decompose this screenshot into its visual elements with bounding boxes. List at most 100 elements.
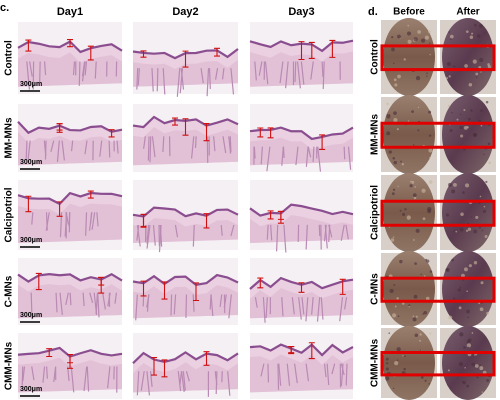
skin-texture: [464, 267, 468, 272]
skin-texture: [482, 209, 487, 213]
skin-texture: [473, 229, 478, 234]
follicle: [344, 297, 348, 310]
skin-texture: [458, 306, 462, 310]
follicle: [317, 146, 322, 172]
skin-texture: [419, 349, 422, 351]
skin-texture: [473, 23, 477, 27]
follicle: [270, 224, 273, 241]
skin-texture: [485, 180, 488, 184]
epidermis: [17, 191, 123, 206]
dermis: [18, 52, 122, 87]
follicle: [102, 292, 106, 310]
thickness-marker: [25, 195, 32, 213]
skin-texture: [399, 259, 403, 264]
skin-texture: [467, 227, 472, 231]
skin-texture: [428, 110, 432, 114]
epidermis: [132, 206, 239, 218]
row-label: MM-MNs: [4, 117, 15, 159]
skin-texture: [394, 83, 398, 87]
skin-texture: [425, 296, 430, 301]
follicle: [107, 366, 111, 389]
skin-texture: [479, 57, 484, 62]
skin-texture: [466, 343, 472, 348]
skin-texture: [488, 161, 492, 165]
follicle: [316, 297, 321, 322]
skin-texture: [411, 180, 415, 184]
follicle: [298, 297, 302, 320]
follicle: [151, 68, 154, 92]
skin-texture: [453, 65, 456, 68]
skin-texture: [429, 156, 431, 159]
skin-texture: [479, 195, 482, 198]
follicle: [116, 140, 119, 154]
follicle: [81, 61, 86, 77]
follicle: [78, 61, 81, 86]
dermis: [250, 215, 353, 243]
epidermis: [17, 121, 123, 135]
follicle: [146, 224, 150, 244]
skin-texture: [385, 357, 389, 361]
follicle: [174, 224, 179, 238]
mouse-back: [383, 251, 435, 327]
thickness-marker: [25, 39, 32, 52]
lesion-box: [380, 351, 496, 377]
follicle: [159, 224, 163, 247]
follicle: [324, 224, 328, 249]
thickness-marker: [87, 45, 94, 61]
skin-texture: [457, 288, 462, 292]
follicle: [323, 363, 327, 378]
follicle: [214, 68, 219, 80]
follicle: [65, 292, 69, 305]
skin-texture: [392, 188, 396, 191]
skin-texture: [428, 148, 433, 153]
skin-texture: [386, 114, 391, 119]
histology-image: [17, 22, 123, 94]
skin-texture: [467, 316, 470, 319]
skin-texture: [393, 160, 398, 165]
follicle: [214, 371, 218, 385]
follicle: [301, 297, 305, 315]
skin-texture: [461, 380, 464, 383]
follicle: [310, 61, 314, 80]
follicle: [283, 224, 287, 253]
skin-texture: [447, 369, 450, 372]
skin-texture: [406, 31, 412, 36]
mouse-photo: [381, 326, 437, 400]
skin-texture: [403, 367, 406, 371]
follicle: [326, 363, 330, 386]
skin-texture: [473, 133, 477, 137]
follicle: [192, 294, 195, 312]
follicle: [281, 297, 284, 317]
thickness-marker: [277, 210, 284, 224]
follicle: [331, 363, 336, 375]
thickness-marker: [98, 276, 105, 294]
skin-texture: [408, 304, 411, 307]
histology-image: [249, 104, 354, 172]
skin-texture: [397, 74, 401, 79]
follicle: [194, 136, 197, 149]
skin-texture: [423, 311, 427, 315]
epidermis: [249, 126, 354, 141]
follicle: [143, 136, 146, 149]
skin-texture: [412, 144, 415, 146]
mouse-photo: [440, 326, 496, 400]
follicle: [67, 366, 70, 381]
skin-texture: [424, 379, 427, 382]
skin-texture: [390, 238, 395, 242]
lesion-box: [380, 121, 496, 149]
follicle: [206, 68, 210, 97]
skin-texture: [428, 180, 433, 184]
follicle: [84, 61, 88, 76]
skin-texture: [393, 111, 397, 115]
skin-texture: [478, 226, 481, 229]
follicle: [83, 366, 88, 392]
skin-texture: [456, 118, 459, 121]
follicle: [321, 61, 324, 78]
follicle: [254, 297, 258, 308]
skin-texture: [426, 259, 430, 263]
skin-texture: [414, 262, 417, 265]
skin-texture: [392, 236, 395, 238]
skin-texture: [460, 134, 464, 138]
scale-bar-label: 300μm: [20, 386, 42, 393]
follicle: [53, 366, 57, 382]
